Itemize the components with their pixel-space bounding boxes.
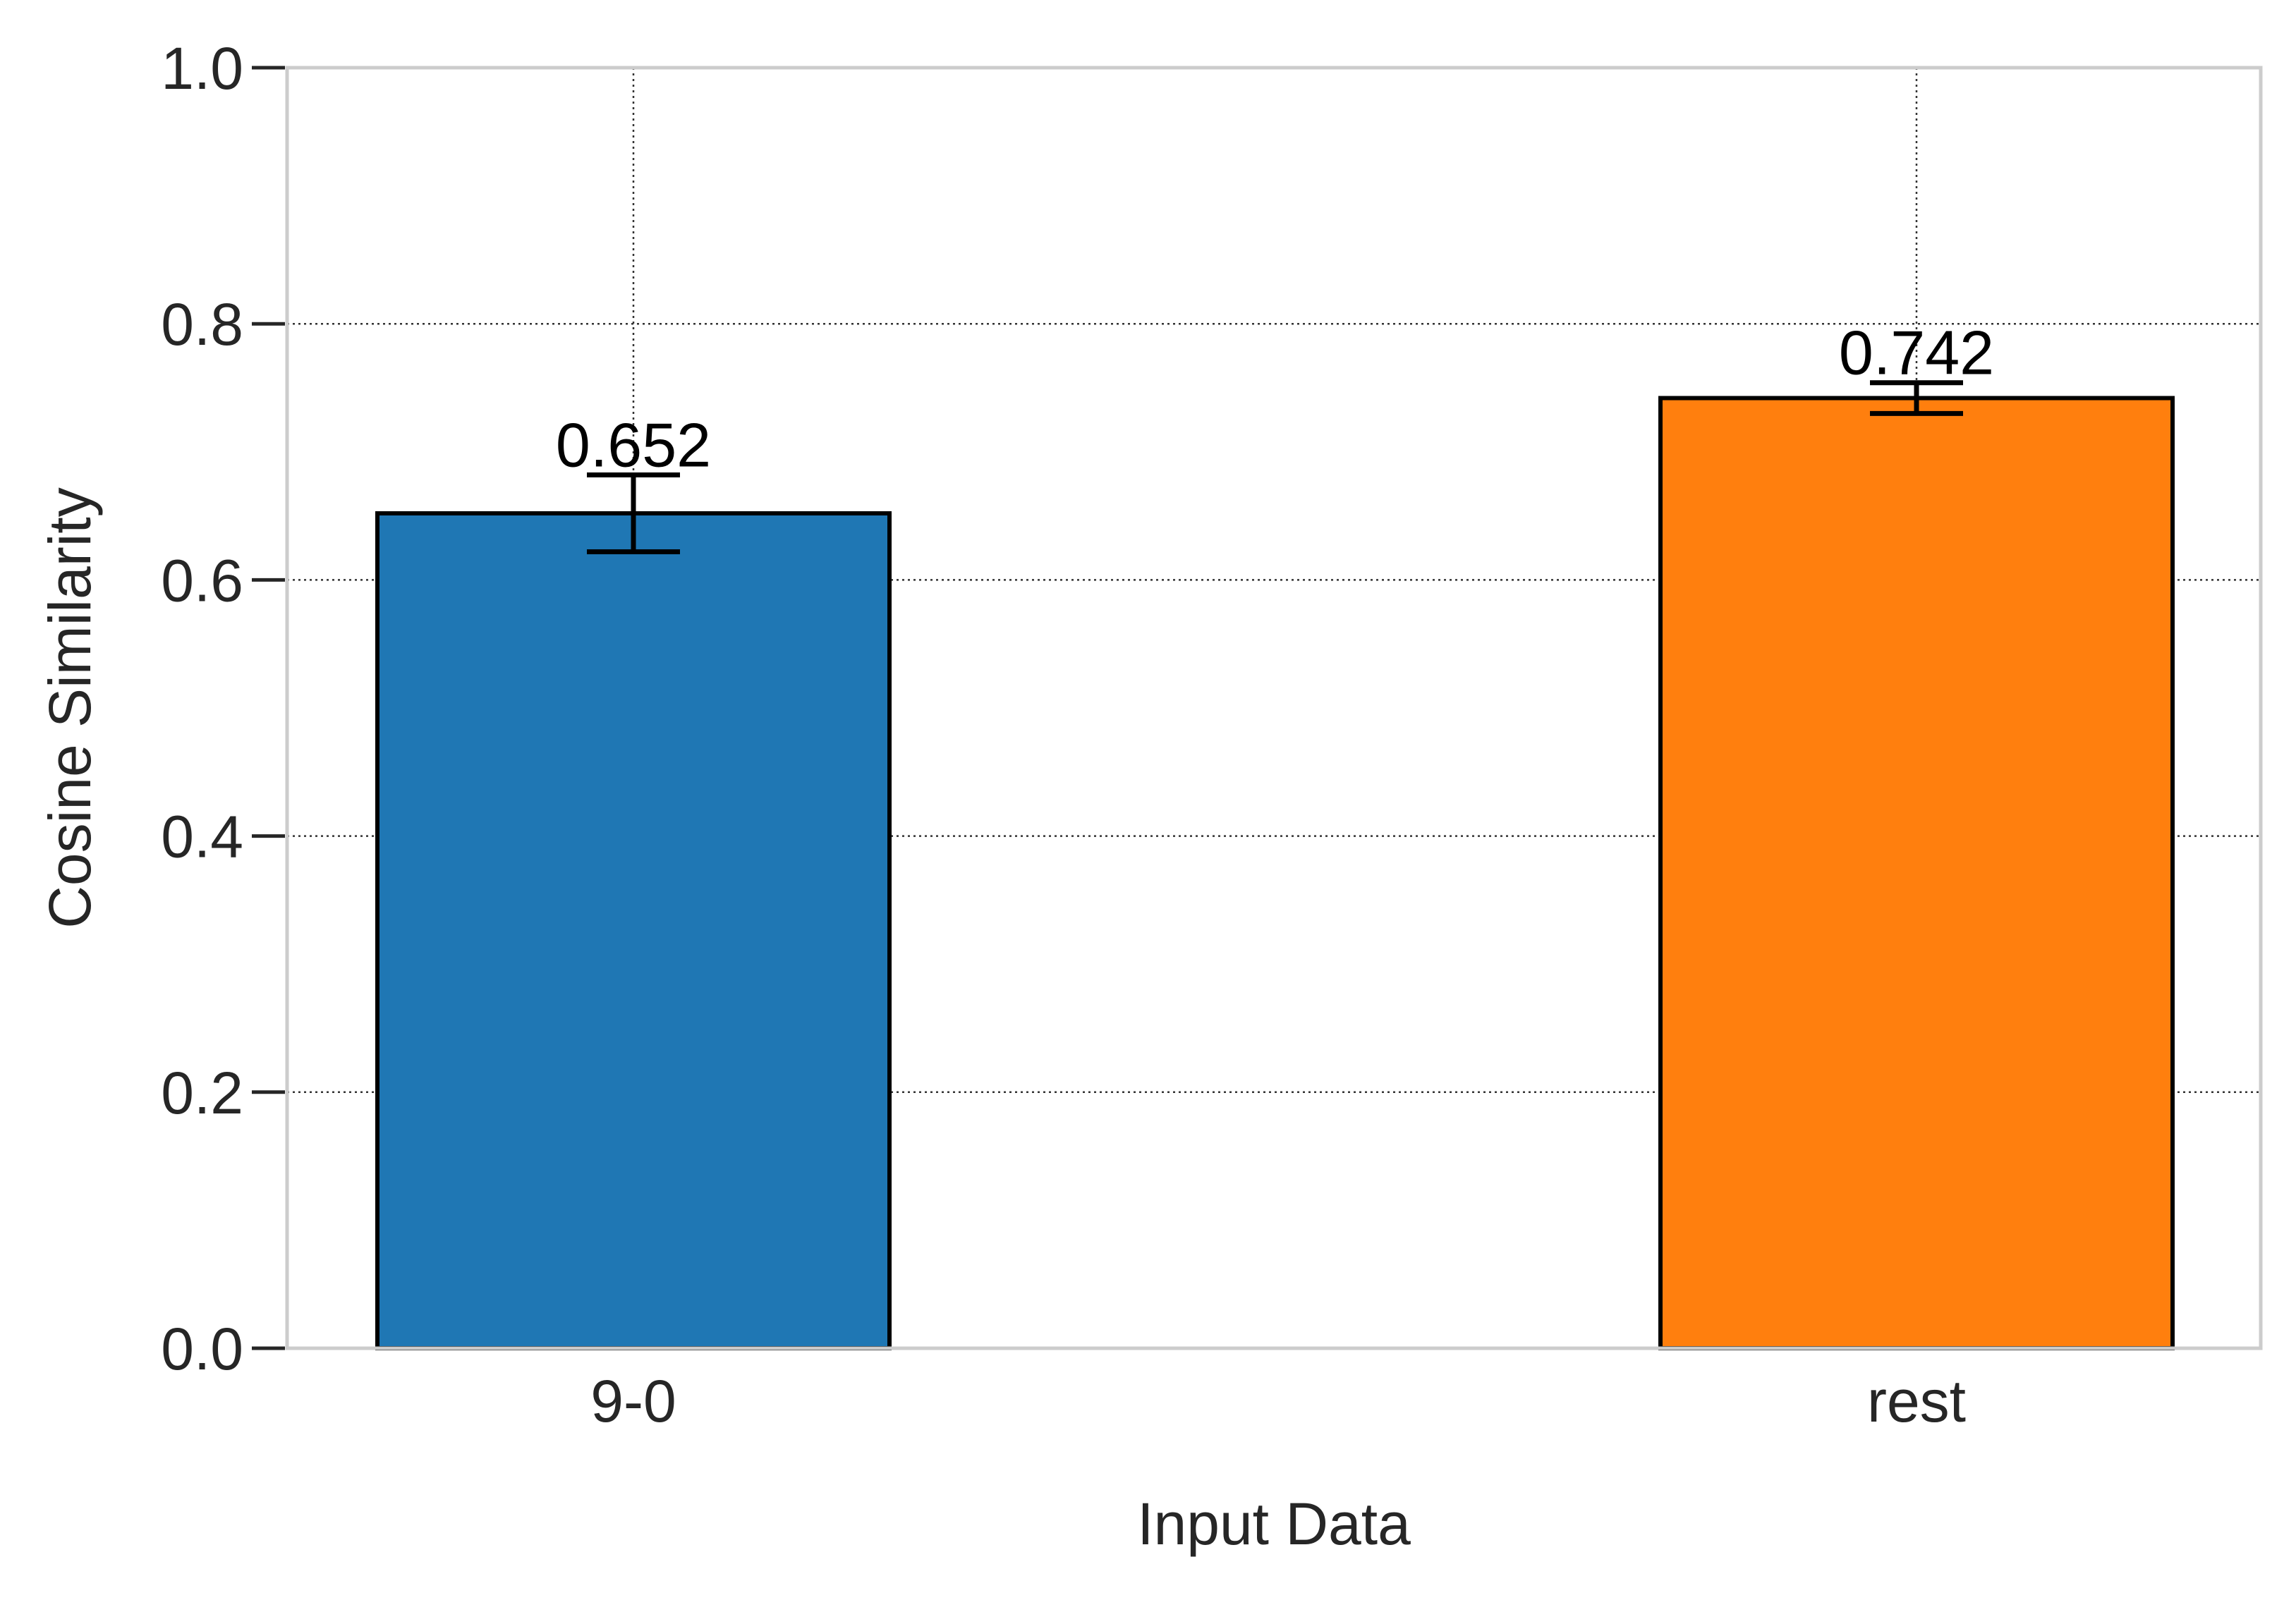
y-tick-label: 0.6 [161,547,243,613]
y-tick-label: 0.0 [161,1316,243,1382]
data-label: 0.652 [556,410,711,480]
bar-9-0 [375,511,892,1350]
bar-rest [1658,396,2175,1351]
y-tick-label: 0.8 [161,291,243,358]
x-axis-label: Input Data [1137,1491,1411,1557]
y-axis-label: Cosine Similarity [37,487,103,929]
axis-ticks: 9-0 rest 0.0 0.2 0.4 0.6 0.8 1.0 [161,35,1966,1434]
y-tick-label: 1.0 [161,35,243,102]
data-label: 0.742 [1839,318,1994,388]
x-tick-label: rest [1867,1368,1966,1434]
y-tick-label: 0.2 [161,1060,243,1126]
x-tick-label: 9-0 [590,1368,676,1434]
plot-frame [285,66,2263,1350]
y-tick-label: 0.4 [161,804,243,870]
bars [375,396,2175,1351]
data-labels: 0.652 0.742 [556,318,1994,480]
error-bars [587,380,1963,554]
